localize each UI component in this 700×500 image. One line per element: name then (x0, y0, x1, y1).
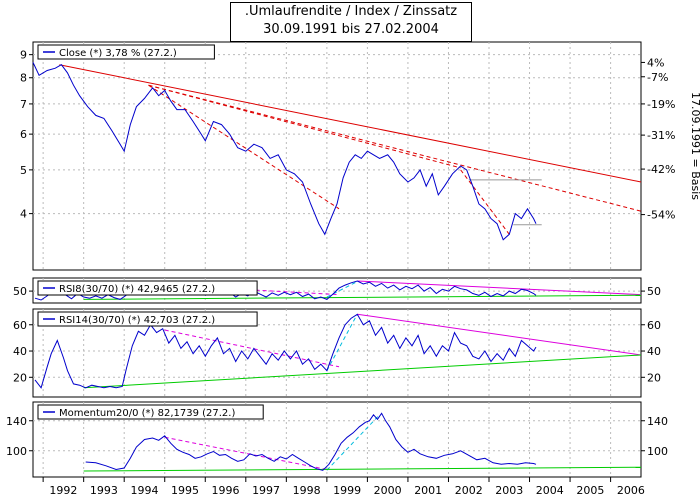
chart-title-box: .Umlaufrendite / Index / Zinssatz 30.09.… (230, 2, 472, 42)
right-tick-label: -7% (647, 71, 668, 84)
trend-line (83, 354, 642, 389)
left-tick-label: 4 (20, 208, 27, 221)
x-tick-label: 1997 (252, 484, 280, 497)
x-tick-label: 1995 (171, 484, 199, 497)
x-tick-label: 2000 (374, 484, 402, 497)
x-tick-label: 2003 (495, 484, 523, 497)
legend: Momentum20/0 (*) 82,1739 (27.2.) (37, 404, 264, 420)
x-tick-label: 2001 (414, 484, 442, 497)
legend-label: RSI14(30/70) (*) 42,703 (27.2.) (59, 315, 215, 326)
x-tick-label: 1993 (90, 484, 118, 497)
right-axis-label: 17.09.1991 = Basis (689, 92, 700, 200)
legend: RSI14(30/70) (*) 42,703 (27.2.) (37, 311, 258, 327)
left-tick-label: 60 (13, 319, 27, 332)
right-tick-label: 4% (647, 56, 664, 69)
chart-subtitle: 30.09.1991 bis 27.02.2004 (263, 22, 439, 37)
x-tick-label: 1992 (49, 484, 77, 497)
panel-frame (32, 41, 642, 271)
left-tick-label: 20 (13, 371, 27, 384)
x-tick-label: 2002 (455, 484, 483, 497)
legend-box (37, 44, 215, 60)
trend-line (326, 414, 380, 471)
legend-label: Momentum20/0 (*) 82,1739 (27.2.) (59, 408, 235, 419)
trend-line (326, 314, 358, 371)
legend-box (37, 280, 258, 296)
chart-title: .Umlaufrendite / Index / Zinssatz (244, 4, 458, 19)
x-tick-label: 1998 (293, 484, 321, 497)
left-tick-label: 100 (6, 445, 27, 458)
right-tick-label: 20 (647, 371, 661, 384)
x-tick-label: 1999 (333, 484, 361, 497)
rsi8-panel: 50 50 RSI8(30/70) (*) 42,9465 (27.2.) (13, 277, 661, 304)
series-line (85, 412, 537, 471)
legend-label: Close (*) 3,78 % (27.2.) (59, 48, 177, 59)
legend-box (37, 311, 258, 327)
right-tick-label: -42% (647, 163, 675, 176)
left-tick-label: 8 (20, 72, 27, 85)
left-tick-label: 5 (20, 164, 27, 177)
legend-label: RSI8(30/70) (*) 42,9465 (27.2.) (59, 284, 215, 295)
right-tick-label: 100 (647, 445, 668, 458)
rsi14-panel: 60 40 20 60 40 20 RSI14(30/70) (*) 42,703 (27.… (13, 308, 661, 398)
right-tick-label: 40 (647, 345, 661, 358)
series-line (34, 313, 537, 389)
trend-line (148, 84, 642, 212)
close-panel: 9 8 7 6 5 4 4% -7% -19% -31% -42% -54% Close (*) 3,7… (20, 41, 700, 271)
legend-box (37, 404, 264, 420)
x-axis: 1992 1993 1994 1995 1996 1997 1998 1999 2000 2001… (42, 477, 645, 497)
left-tick-label: 7 (20, 98, 27, 111)
right-tick-label: -54% (647, 209, 675, 222)
trend-line (83, 294, 642, 300)
x-tick-label: 2004 (536, 484, 564, 497)
momentum-panel: 140 100 140 100 Momentum20/0 (*) 82,1739 (27… (6, 401, 668, 478)
x-tick-label: 1994 (130, 484, 158, 497)
trend-line (326, 281, 358, 298)
left-tick-label: 40 (13, 345, 27, 358)
trend-line (59, 64, 642, 183)
trend-line (83, 466, 642, 472)
right-tick-label: -19% (647, 98, 675, 111)
trend-line (148, 84, 461, 169)
left-tick-label: 140 (6, 415, 27, 428)
trend-line (148, 84, 340, 210)
x-tick-label: 2005 (576, 484, 604, 497)
right-tick-label: 50 (647, 285, 661, 298)
legend: RSI8(30/70) (*) 42,9465 (27.2.) (37, 280, 258, 296)
trend-line (357, 280, 642, 296)
x-tick-label: 2006 (617, 484, 645, 497)
left-tick-label: 50 (13, 285, 27, 298)
trend-line (357, 313, 642, 356)
right-tick-label: 60 (647, 319, 661, 332)
x-tick-label: 1996 (212, 484, 240, 497)
series-line (32, 62, 537, 241)
left-tick-label: 6 (20, 128, 27, 141)
legend: Close (*) 3,78 % (27.2.) (37, 44, 215, 60)
left-tick-label: 9 (20, 49, 27, 62)
right-tick-label: 140 (647, 415, 668, 428)
series-line (34, 280, 537, 301)
right-tick-label: -31% (647, 129, 675, 142)
